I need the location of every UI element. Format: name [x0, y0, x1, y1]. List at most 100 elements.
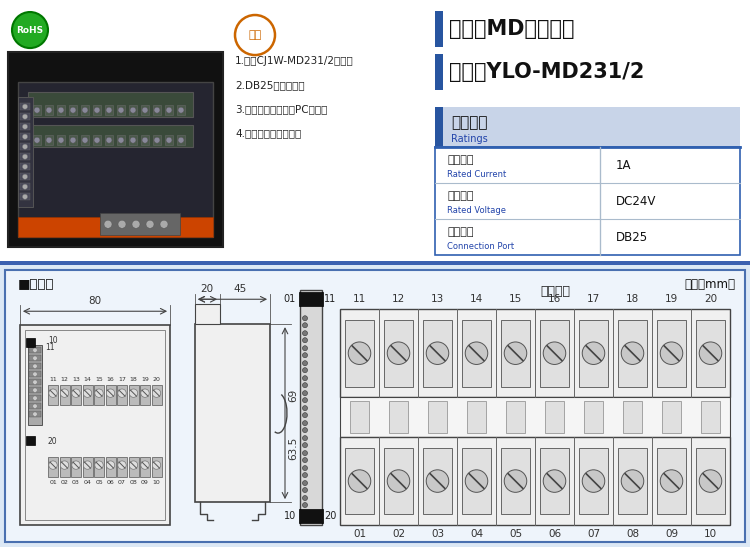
Circle shape — [22, 194, 28, 199]
Bar — [29, 371, 41, 377]
Bar — [657, 320, 686, 387]
Text: Rated Voltage: Rated Voltage — [447, 206, 506, 215]
Bar — [45, 135, 53, 145]
Bar — [152, 457, 161, 477]
Bar — [195, 324, 270, 502]
Circle shape — [582, 470, 604, 492]
Text: 10: 10 — [153, 480, 160, 485]
Bar — [29, 379, 41, 385]
Circle shape — [22, 134, 28, 139]
Bar — [141, 105, 149, 115]
Bar — [700, 401, 720, 433]
Circle shape — [106, 137, 112, 143]
Circle shape — [160, 220, 168, 228]
Text: 14: 14 — [83, 377, 92, 382]
Text: 01: 01 — [353, 529, 366, 539]
Circle shape — [302, 323, 307, 328]
Bar — [195, 304, 220, 324]
Bar — [153, 105, 161, 115]
Circle shape — [152, 461, 160, 469]
Bar — [59, 385, 70, 405]
Text: 接线说明: 接线说明 — [540, 286, 570, 298]
Bar — [28, 125, 193, 147]
Circle shape — [348, 470, 370, 492]
Bar — [696, 320, 725, 387]
Text: 02: 02 — [392, 529, 405, 539]
Bar — [29, 411, 41, 417]
Circle shape — [129, 461, 138, 469]
Circle shape — [118, 389, 126, 397]
Text: 12: 12 — [392, 294, 405, 304]
Circle shape — [302, 346, 307, 351]
Circle shape — [302, 337, 307, 343]
Text: 69: 69 — [288, 389, 298, 402]
Text: 品名：MD系列模块: 品名：MD系列模块 — [449, 19, 574, 39]
Circle shape — [22, 174, 28, 179]
Text: 07: 07 — [118, 480, 126, 485]
Text: 20: 20 — [324, 511, 336, 521]
Bar — [501, 320, 530, 387]
Circle shape — [302, 383, 307, 388]
Text: 14: 14 — [470, 294, 483, 304]
Bar — [544, 401, 564, 433]
Text: 18: 18 — [626, 294, 639, 304]
Circle shape — [70, 107, 76, 113]
Bar — [71, 385, 81, 405]
Circle shape — [146, 220, 154, 228]
Text: 15: 15 — [95, 377, 103, 382]
Circle shape — [82, 137, 88, 143]
Bar — [153, 135, 161, 145]
Circle shape — [166, 137, 172, 143]
Bar — [20, 113, 30, 120]
Text: 04: 04 — [83, 480, 92, 485]
Text: 12: 12 — [61, 377, 68, 382]
Bar — [29, 403, 41, 409]
Bar — [140, 457, 150, 477]
Circle shape — [302, 368, 307, 373]
Circle shape — [152, 389, 160, 397]
Circle shape — [302, 435, 307, 441]
Text: 16: 16 — [106, 377, 114, 382]
Circle shape — [60, 389, 69, 397]
Circle shape — [302, 421, 307, 426]
Text: 01: 01 — [50, 480, 57, 485]
Bar — [117, 457, 127, 477]
Bar — [299, 509, 323, 523]
Bar — [20, 153, 30, 160]
Bar — [340, 309, 730, 397]
Circle shape — [58, 107, 64, 113]
Bar — [28, 92, 193, 117]
Text: 额定参数: 额定参数 — [451, 115, 488, 131]
Text: 07: 07 — [587, 529, 600, 539]
Text: 1.适用CJ1W-MD231/2模组；: 1.适用CJ1W-MD231/2模组； — [235, 56, 354, 66]
Text: 13: 13 — [430, 294, 444, 304]
Bar — [20, 123, 30, 130]
Text: 19: 19 — [664, 294, 678, 304]
Text: 45: 45 — [233, 284, 247, 294]
Text: 单位（mm）: 单位（mm） — [684, 278, 735, 292]
Circle shape — [426, 470, 448, 492]
Circle shape — [22, 114, 28, 119]
Text: 09: 09 — [665, 529, 678, 539]
Text: 19: 19 — [141, 377, 149, 382]
Bar — [618, 320, 647, 387]
Text: 06: 06 — [106, 480, 114, 485]
Circle shape — [154, 107, 160, 113]
Circle shape — [22, 164, 28, 169]
Bar — [165, 135, 173, 145]
Circle shape — [504, 470, 526, 492]
Bar — [57, 135, 65, 145]
Circle shape — [178, 107, 184, 113]
Text: RoHS: RoHS — [16, 26, 44, 34]
Bar — [462, 447, 491, 515]
Bar — [69, 135, 77, 145]
Text: 06: 06 — [548, 529, 561, 539]
Circle shape — [130, 137, 136, 143]
Circle shape — [94, 461, 104, 469]
Bar — [0, 261, 750, 265]
Circle shape — [82, 107, 88, 113]
Bar — [94, 385, 104, 405]
Bar — [59, 457, 70, 477]
Circle shape — [49, 389, 57, 397]
Text: DC24V: DC24V — [616, 195, 656, 208]
